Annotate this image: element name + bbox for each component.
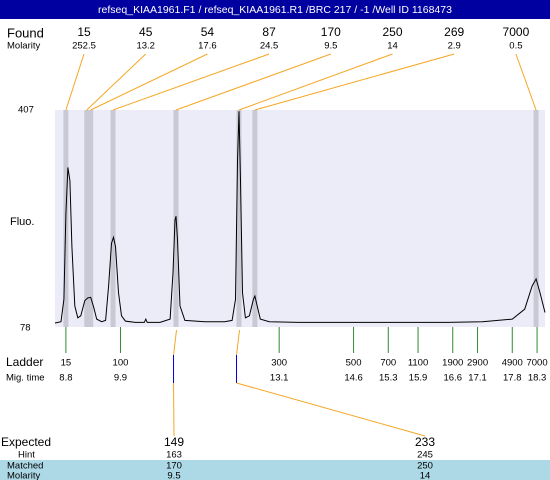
ladder-size: 1100 — [408, 358, 428, 369]
peak-band — [236, 110, 242, 327]
found-molarity: 9.5 — [324, 41, 337, 52]
y-tick-label: 407 — [18, 105, 34, 116]
matched-value: 250 — [417, 461, 433, 472]
found-molarity: 14 — [387, 41, 398, 52]
expected-size: 149 — [164, 435, 184, 449]
found-size: 250 — [382, 25, 402, 39]
peak-connector — [65, 53, 85, 111]
hint-value: 163 — [166, 450, 182, 461]
ladder-mig-time: 13.1 — [270, 373, 289, 384]
peak-band — [252, 110, 258, 327]
ladder-size: 100 — [113, 358, 129, 369]
ladder-mig-time: 17.8 — [503, 373, 522, 384]
mig-time-label: Mig. time — [6, 373, 45, 384]
ladder-mig-time: 17.1 — [468, 373, 487, 384]
molarity-value: 9.5 — [167, 471, 180, 480]
expected-label: Expected — [1, 435, 51, 449]
ladder-size: 1900 — [442, 358, 463, 369]
found-molarity: 2.9 — [448, 41, 461, 52]
peak-band — [533, 110, 539, 327]
found-molarity: 252.5 — [72, 41, 96, 52]
y-tick-label: 78 — [20, 323, 31, 334]
ladder-mig-time: 9.9 — [114, 373, 127, 384]
found-size: 170 — [321, 25, 341, 39]
peak-connector — [86, 53, 147, 111]
peak-band — [84, 110, 90, 327]
ladder-size: 15 — [61, 358, 72, 369]
peak-band — [110, 110, 116, 327]
ladder-mig-time: 18.3 — [528, 373, 547, 384]
expected-connector — [173, 329, 178, 356]
found-size: 15 — [77, 25, 91, 39]
found-size: 54 — [201, 25, 215, 39]
ladder-size: 7000 — [526, 358, 547, 369]
peak-connector — [254, 53, 455, 111]
ladder-size: 700 — [380, 358, 396, 369]
hint-value: 245 — [417, 450, 433, 461]
ladder-mig-time: 15.9 — [409, 373, 428, 384]
found-molarity: 13.2 — [136, 41, 155, 52]
ladder-mig-time: 14.6 — [344, 373, 363, 384]
title-bar — [0, 0, 550, 19]
ladder-mig-time: 8.8 — [59, 373, 72, 384]
found-label: Found — [7, 25, 44, 40]
expected-size: 233 — [415, 435, 435, 449]
ladder-size: 2900 — [467, 358, 488, 369]
expected-connector — [236, 329, 241, 356]
peak-connector — [515, 53, 537, 111]
matched-label: Matched — [7, 461, 43, 472]
found-molarity: 0.5 — [509, 41, 522, 52]
matched-value: 170 — [166, 461, 182, 472]
found-size: 45 — [139, 25, 153, 39]
ladder-mig-time: 16.6 — [444, 373, 463, 384]
molarity-row-label: Molarity — [7, 471, 41, 480]
peak-connector — [112, 53, 270, 111]
peak-connector — [90, 53, 208, 111]
trace — [54, 111, 546, 324]
ladder-size: 500 — [346, 358, 362, 369]
matched-band — [0, 460, 550, 480]
ladder-size: 4900 — [502, 358, 523, 369]
molarity-value: 14 — [420, 471, 431, 480]
plot-area — [55, 110, 545, 327]
y-axis-label: Fluo. — [10, 216, 34, 228]
found-size: 87 — [262, 25, 276, 39]
hint-label: Hint — [18, 450, 35, 461]
found-molarity: 17.6 — [198, 41, 217, 52]
ladder-mig-time: 15.3 — [379, 373, 398, 384]
molarity-label: Molarity — [7, 41, 41, 52]
ladder-size: 300 — [271, 358, 287, 369]
title: refseq_KIAA1961.F1 / refseq_KIAA1961.R1 … — [98, 4, 452, 16]
peak-connector — [238, 53, 393, 111]
ladder-label: Ladder — [6, 355, 43, 369]
found-size: 7000 — [503, 25, 530, 39]
found-molarity: 24.5 — [260, 41, 279, 52]
peak-connector — [175, 53, 331, 111]
found-size: 269 — [444, 25, 464, 39]
expected-connector — [236, 382, 426, 437]
peak-band — [88, 110, 94, 327]
